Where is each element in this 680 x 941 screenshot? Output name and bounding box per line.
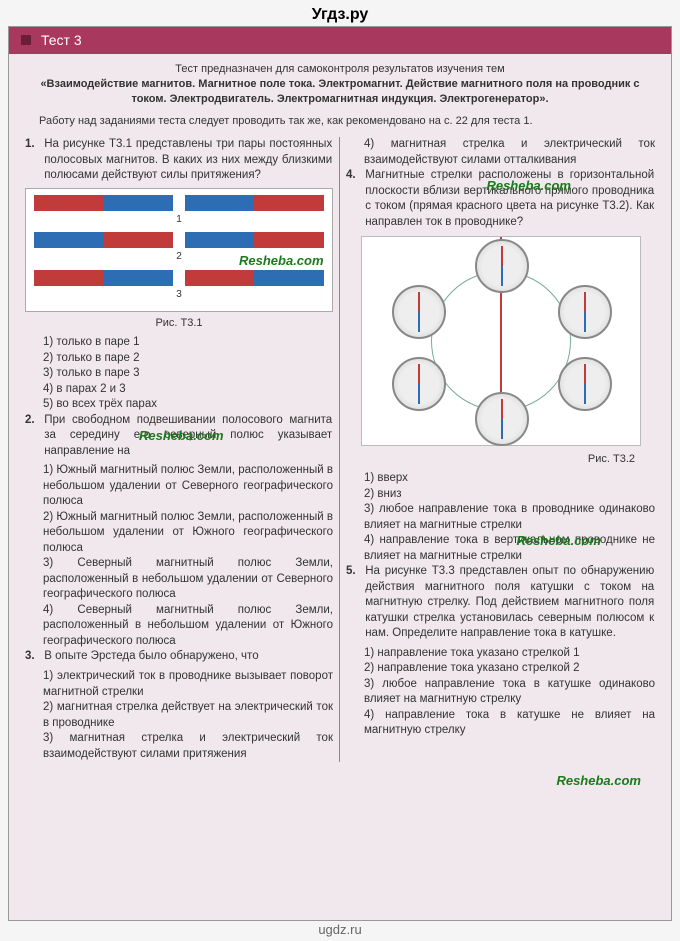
watermark-icon: Resheba.com — [486, 177, 571, 195]
columns: 1. На рисунке Т3.1 представлены три пары… — [9, 137, 671, 762]
q2-option: 4) Северный магнитный полюс Земли, распо… — [43, 603, 333, 650]
q5-option: 3) любое направление тока в катушке один… — [364, 677, 655, 708]
q2-option: 3) Северный магнитный полюс Земли, распо… — [43, 556, 333, 603]
q1-num: 1. — [25, 137, 41, 153]
q4-option: 2) вниз — [364, 487, 655, 503]
magnet-row — [34, 195, 324, 211]
q1-option: 4) в парах 2 и 3 — [43, 382, 333, 398]
q3-cont: 4) магнитная стрелка и электрический ток… — [346, 137, 655, 168]
fig-label-1: Рис. Т3.1 — [25, 316, 333, 331]
q1-option: 5) во всех трёх парах — [43, 397, 333, 413]
q5-num: 5. — [346, 564, 362, 580]
compass-icon — [392, 357, 446, 411]
magnet-pole — [104, 232, 174, 248]
q5-options: 1) направление тока указано стрелкой 12)… — [346, 646, 655, 739]
magnet-pole — [185, 232, 255, 248]
magnet-bar — [34, 195, 173, 211]
compass-icon — [392, 285, 446, 339]
q3-options: 1) электрический ток в проводнике вызыва… — [25, 669, 333, 762]
q1-option: 2) только в паре 2 — [43, 351, 333, 367]
q3-num: 3. — [25, 649, 41, 665]
q4-num: 4. — [346, 168, 362, 184]
magnet-pole — [254, 232, 324, 248]
q2-options: 1) Южный магнитный полюс Земли, располож… — [25, 463, 333, 649]
q3-option: 3) магнитная стрелка и электрический ток… — [43, 731, 333, 762]
bottom-site-label: ugdz.ru — [318, 921, 361, 939]
q4-option: 1) вверх — [364, 471, 655, 487]
q3-opt4: 4) магнитная стрелка и электрический ток… — [364, 137, 655, 168]
test-header: Тест 3 — [9, 27, 671, 54]
magnet-row — [34, 232, 324, 248]
q1-option: 1) только в паре 1 — [43, 335, 333, 351]
question-5: 5. На рисунке Т3.3 представлен опыт по о… — [346, 564, 655, 642]
q4-option: 3) любое направление тока в проводнике о… — [364, 502, 655, 533]
magnet-pole — [34, 195, 104, 211]
q3-text: В опыте Эрстеда было обнаружено, что — [44, 649, 332, 665]
magnet-pole — [104, 195, 174, 211]
page-container: Тест 3 Тест предназначен для самоконтрол… — [8, 26, 672, 921]
q5-option: 2) направление тока указано стрелкой 2 — [364, 661, 655, 677]
q3-option: 2) магнитная стрелка действует на электр… — [43, 700, 333, 731]
magnet-row-num: 1 — [34, 213, 324, 227]
top-site-label: Угдз.ру — [312, 4, 369, 26]
q2-option: 1) Южный магнитный полюс Земли, располож… — [43, 463, 333, 510]
watermark-icon: Resheba.com — [556, 772, 641, 790]
magnet-bar — [185, 270, 324, 286]
q4-options: 1) вверх2) вниз3) любое направление тока… — [346, 471, 655, 564]
q2-num: 2. — [25, 413, 41, 429]
magnet-pole — [254, 195, 324, 211]
q1-options: 1) только в паре 12) только в паре 23) т… — [25, 335, 333, 413]
magnet-pole — [185, 270, 255, 286]
fig-label-2: Рис. Т3.2 — [346, 452, 655, 467]
magnet-pole — [34, 232, 104, 248]
intro-block: Тест предназначен для самоконтроля резул… — [9, 54, 671, 113]
magnet-pole — [254, 270, 324, 286]
q5-option: 4) направление тока в катушке не влияет … — [364, 708, 655, 739]
magnet-bar — [185, 195, 324, 211]
subintro: Работу над заданиями теста следует прово… — [9, 112, 671, 137]
magnet-row-num: 3 — [34, 288, 324, 302]
compass-icon — [475, 239, 529, 293]
watermark-icon: Resheba.com — [239, 252, 324, 270]
magnet-figure: 123 — [25, 188, 333, 313]
magnet-pole — [34, 270, 104, 286]
header-title: Тест 3 — [41, 31, 82, 50]
compass-icon — [558, 285, 612, 339]
magnet-bar — [34, 232, 173, 248]
q1-option: 3) только в паре 3 — [43, 366, 333, 382]
q2-option: 2) Южный магнитный полюс Земли, располож… — [43, 510, 333, 557]
watermark-icon: Resheba.com — [516, 532, 601, 550]
right-column: 4) магнитная стрелка и электрический ток… — [340, 137, 661, 762]
magnet-pole — [104, 270, 174, 286]
q1-text: На рисунке Т3.1 представлены три пары по… — [44, 137, 332, 184]
magnet-pole — [185, 195, 255, 211]
magnet-row — [34, 270, 324, 286]
magnet-bar — [34, 270, 173, 286]
magnet-bar — [185, 232, 324, 248]
question-3: 3. В опыте Эрстеда было обнаружено, что — [25, 649, 333, 665]
question-1: 1. На рисунке Т3.1 представлены три пары… — [25, 137, 333, 184]
header-square-icon — [21, 35, 31, 45]
q5-text: На рисунке Т3.3 представлен опыт по обна… — [365, 564, 654, 642]
q3-option: 1) электрический ток в проводнике вызыва… — [43, 669, 333, 700]
compass-icon — [475, 392, 529, 446]
intro-line2: «Взаимодействие магнитов. Магнитное поле… — [39, 77, 641, 107]
watermark-icon: Resheba.com — [139, 427, 224, 445]
left-column: 1. На рисунке Т3.1 представлены три пары… — [19, 137, 340, 762]
compass-figure — [361, 236, 641, 446]
q5-option: 1) направление тока указано стрелкой 1 — [364, 646, 655, 662]
intro-line1: Тест предназначен для самоконтроля резул… — [39, 62, 641, 77]
q4-option: 4) направление тока в вертикальном прово… — [364, 533, 655, 564]
compass-icon — [558, 357, 612, 411]
